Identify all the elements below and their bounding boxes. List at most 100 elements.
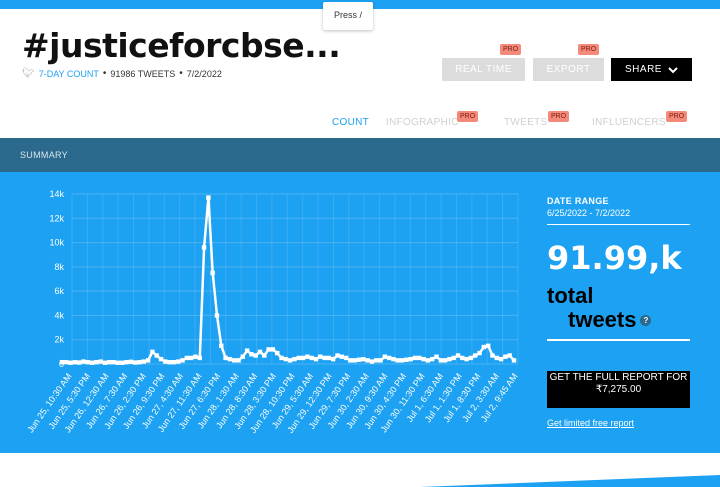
data-point [176,359,181,364]
data-point [257,349,263,355]
data-point [485,343,491,348]
export-button[interactable]: EXPORT [533,58,604,81]
data-point [137,359,142,365]
data-point [81,359,86,364]
data-point [447,356,452,362]
data-point [412,355,418,361]
press-tab[interactable]: Press / [323,2,373,30]
series-line [62,197,515,365]
data-point [430,356,435,362]
data-point [498,356,504,362]
data-point [468,355,474,361]
meta-line: 🐦︎ 7-DAY COUNT • 91986 TWEETS • 7/2/2022 [22,68,222,79]
help-icon[interactable]: ? [640,314,652,326]
share-button[interactable]: SHARE [611,58,692,81]
data-point [132,360,138,365]
data-point [300,355,306,361]
data-point [197,355,202,361]
data-point [128,359,134,365]
tab-influencers[interactable]: INFLUENCERS [592,117,666,128]
data-point [490,353,495,358]
data-point [378,358,383,363]
data-point [309,355,314,361]
separator-dot: • [102,68,107,79]
data-point [296,355,301,361]
data-point [231,358,237,363]
data-point [77,360,82,365]
data-point [348,358,353,363]
data-point [417,355,422,361]
data-point [184,355,190,361]
data-point [141,359,146,364]
data-point [361,356,366,362]
data-point [94,359,99,365]
y-tick-label: 4k [54,310,64,320]
data-point [511,358,517,363]
page-title: #justiceforcbse... [22,26,341,65]
data-point [249,352,254,357]
data-point [145,358,151,363]
y-tick-label: 10k [49,238,64,248]
y-tick-label: 6k [54,286,64,296]
data-point [322,355,327,361]
data-point [421,356,426,362]
data-point [219,343,224,348]
tab-count[interactable]: COUNT [332,117,370,128]
twitter-bird-icon: 🐦︎ [22,68,35,79]
data-point [240,354,245,359]
tweets-word-text: tweets [568,307,637,332]
data-point [72,359,78,365]
data-point [111,359,116,365]
data-point [210,270,215,276]
data-point [188,355,194,361]
pro-badge: PRO [666,111,688,122]
data-point [85,359,91,365]
data-point [64,359,69,365]
data-point [279,355,284,361]
data-point [503,354,508,359]
data-point [326,355,332,361]
data-point [275,350,280,356]
tab-infographic[interactable]: INFOGRAPHIC [386,117,459,128]
free-report-link[interactable]: Get limited free report [547,418,635,428]
data-point [464,356,469,362]
seven-day-count-link[interactable]: 7-DAY COUNT [38,68,99,79]
data-point [451,355,456,361]
get-full-report-button[interactable]: GET THE FULL REPORT FOR ₹7,275.00 [547,371,690,408]
data-point [305,354,310,359]
data-point [163,359,168,364]
data-point [262,353,267,358]
data-point [283,356,289,362]
data-point [180,358,185,363]
data-point [98,359,103,364]
data-point [102,360,108,365]
pro-badge: PRO [457,111,479,122]
data-point [507,353,512,358]
data-point [124,359,129,365]
data-point [369,359,375,364]
data-point [494,355,499,361]
data-point [227,356,233,362]
tab-tweets[interactable]: TWEETS [504,117,548,128]
data-point [253,353,258,358]
data-point [313,356,319,362]
realtime-button[interactable]: REAL TIME [442,58,525,81]
data-point [473,353,478,358]
data-point [171,359,177,365]
data-point [386,355,392,361]
data-point [206,195,211,200]
data-point [167,359,172,365]
data-point [460,355,465,361]
data-point [107,359,112,365]
pro-badge: PRO [548,111,570,122]
data-point [201,245,207,250]
data-point [438,358,444,363]
y-tick-label: 12k [49,213,64,223]
data-point [352,358,357,363]
data-point [434,354,439,359]
data-point [244,348,250,353]
data-point [391,356,396,362]
data-point [343,355,349,361]
